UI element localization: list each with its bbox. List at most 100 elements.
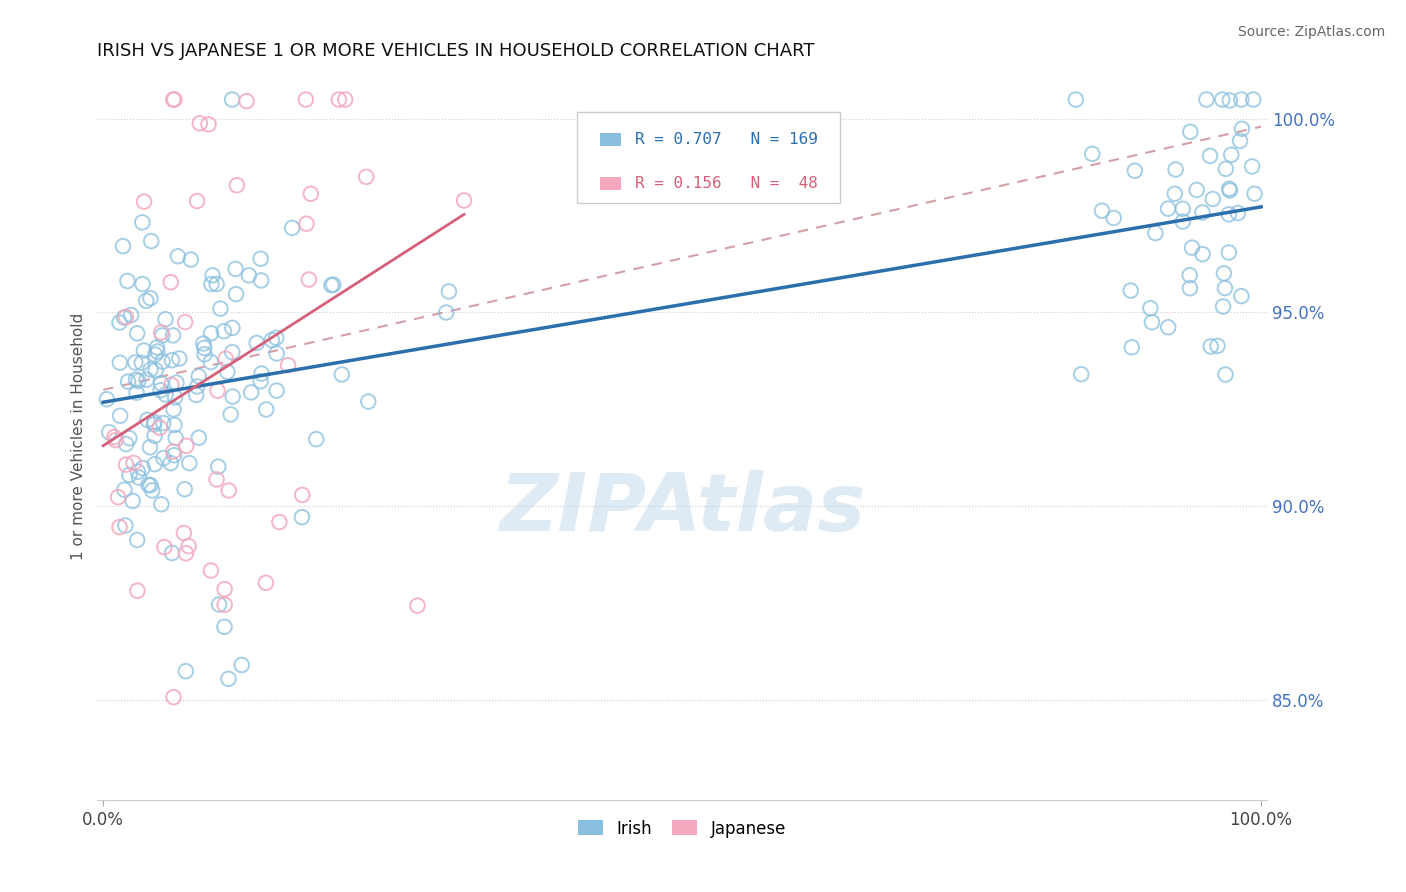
Point bbox=[162, 93, 184, 107]
Point bbox=[1121, 340, 1143, 354]
Point bbox=[112, 483, 135, 497]
Point bbox=[118, 467, 141, 482]
Point bbox=[250, 273, 273, 287]
Point bbox=[174, 439, 197, 453]
Point bbox=[108, 520, 131, 534]
Point bbox=[177, 539, 200, 553]
Point bbox=[143, 429, 166, 443]
Point bbox=[143, 348, 166, 362]
Point bbox=[218, 483, 240, 498]
Point bbox=[149, 384, 172, 398]
Point bbox=[200, 326, 222, 341]
FancyBboxPatch shape bbox=[600, 178, 621, 190]
Point bbox=[225, 178, 247, 193]
Point bbox=[146, 341, 169, 355]
Point bbox=[207, 459, 229, 474]
Point bbox=[135, 373, 157, 387]
FancyBboxPatch shape bbox=[600, 133, 621, 146]
Point bbox=[1157, 202, 1180, 216]
Point bbox=[139, 440, 162, 454]
Point bbox=[1212, 300, 1234, 314]
Point bbox=[212, 324, 235, 338]
Point bbox=[160, 546, 183, 560]
Point bbox=[217, 365, 239, 379]
Point bbox=[1215, 368, 1237, 382]
Point bbox=[162, 402, 184, 417]
Point bbox=[180, 252, 202, 267]
Point bbox=[173, 482, 195, 496]
Point bbox=[188, 116, 211, 130]
Point bbox=[1091, 203, 1114, 218]
Point bbox=[295, 93, 318, 107]
Point bbox=[1213, 266, 1236, 280]
Point bbox=[1230, 289, 1253, 303]
Point bbox=[150, 376, 173, 391]
Point bbox=[141, 483, 163, 498]
Point bbox=[1181, 241, 1204, 255]
Point bbox=[1164, 162, 1187, 177]
Point bbox=[146, 344, 169, 359]
Point bbox=[160, 353, 183, 368]
Point bbox=[235, 94, 257, 108]
Point bbox=[200, 564, 222, 578]
Point bbox=[155, 312, 177, 326]
Point bbox=[153, 540, 176, 554]
Point bbox=[291, 488, 314, 502]
Point bbox=[163, 390, 186, 404]
Point bbox=[1081, 147, 1104, 161]
Point bbox=[215, 351, 238, 366]
Point bbox=[254, 575, 277, 590]
Point bbox=[193, 341, 215, 355]
Point bbox=[139, 291, 162, 305]
Point bbox=[277, 358, 299, 372]
Point bbox=[1215, 161, 1237, 176]
Point bbox=[1226, 206, 1249, 220]
Point bbox=[174, 664, 197, 678]
Point bbox=[322, 277, 344, 292]
Point bbox=[163, 93, 186, 107]
Point bbox=[96, 392, 118, 407]
Point bbox=[231, 658, 253, 673]
Point bbox=[150, 326, 173, 340]
Point bbox=[186, 388, 208, 402]
Point bbox=[1064, 93, 1087, 107]
Point bbox=[108, 356, 131, 370]
Point bbox=[167, 249, 190, 263]
Point bbox=[193, 347, 215, 361]
Point bbox=[125, 372, 148, 386]
Point bbox=[225, 262, 247, 277]
Point bbox=[328, 93, 350, 107]
Point bbox=[201, 268, 224, 283]
Point bbox=[128, 470, 150, 484]
Point bbox=[131, 277, 153, 291]
Point bbox=[165, 431, 187, 445]
Point bbox=[143, 415, 166, 429]
Point bbox=[1102, 211, 1125, 225]
Point bbox=[135, 293, 157, 308]
Point bbox=[141, 234, 163, 248]
Point bbox=[214, 582, 236, 596]
Point bbox=[131, 215, 153, 229]
Point bbox=[1157, 320, 1180, 334]
Point bbox=[254, 402, 277, 417]
Point bbox=[155, 387, 177, 401]
Point bbox=[149, 421, 172, 435]
Point bbox=[98, 425, 121, 439]
Point bbox=[249, 252, 271, 266]
Point bbox=[107, 490, 129, 504]
Point bbox=[250, 367, 273, 381]
Point bbox=[127, 326, 149, 341]
Point bbox=[108, 409, 131, 423]
Point bbox=[139, 478, 162, 492]
Point bbox=[117, 375, 139, 389]
Point bbox=[1218, 207, 1240, 221]
Point bbox=[125, 385, 148, 400]
Point bbox=[1229, 134, 1251, 148]
Point bbox=[132, 461, 155, 475]
Point bbox=[1213, 281, 1236, 295]
Point bbox=[291, 510, 314, 524]
Point bbox=[186, 194, 208, 208]
Point bbox=[219, 408, 242, 422]
Point bbox=[138, 478, 160, 492]
Point bbox=[1230, 121, 1253, 136]
